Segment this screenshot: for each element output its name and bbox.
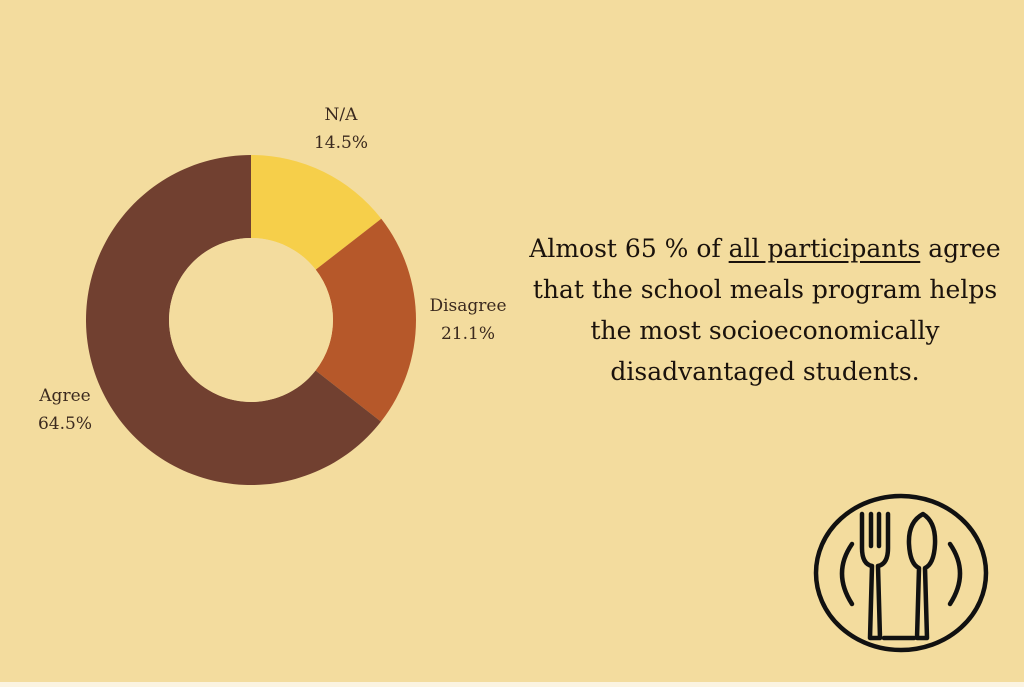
label-agree: Agree 64.5%	[25, 382, 105, 438]
label-disagree-name: Disagree	[429, 296, 507, 316]
donut-hole	[169, 238, 333, 402]
label-agree-name: Agree	[39, 386, 91, 406]
label-agree-value: 64.5%	[37, 414, 92, 434]
label-disagree: Disagree 21.1%	[418, 292, 518, 348]
label-na-name: N/A	[324, 105, 358, 125]
headline-text: Almost 65 % of all participants agree th…	[515, 228, 1015, 392]
headline-pre: Almost 65 % of	[529, 234, 729, 263]
label-disagree-value: 21.1%	[440, 324, 495, 344]
label-na-value: 14.5%	[313, 133, 368, 153]
donut-chart-svg	[85, 155, 416, 485]
slice-agree	[85, 155, 381, 485]
plate-fork-spoon-icon	[813, 493, 989, 653]
headline-post: agree that the school meals program help…	[532, 234, 1001, 386]
label-na: N/A 14.5%	[306, 101, 376, 157]
slice-disagree	[315, 218, 416, 422]
bottom-strip	[0, 682, 1024, 687]
slice-na	[251, 155, 382, 270]
headline-underlined: all participants	[728, 234, 921, 263]
